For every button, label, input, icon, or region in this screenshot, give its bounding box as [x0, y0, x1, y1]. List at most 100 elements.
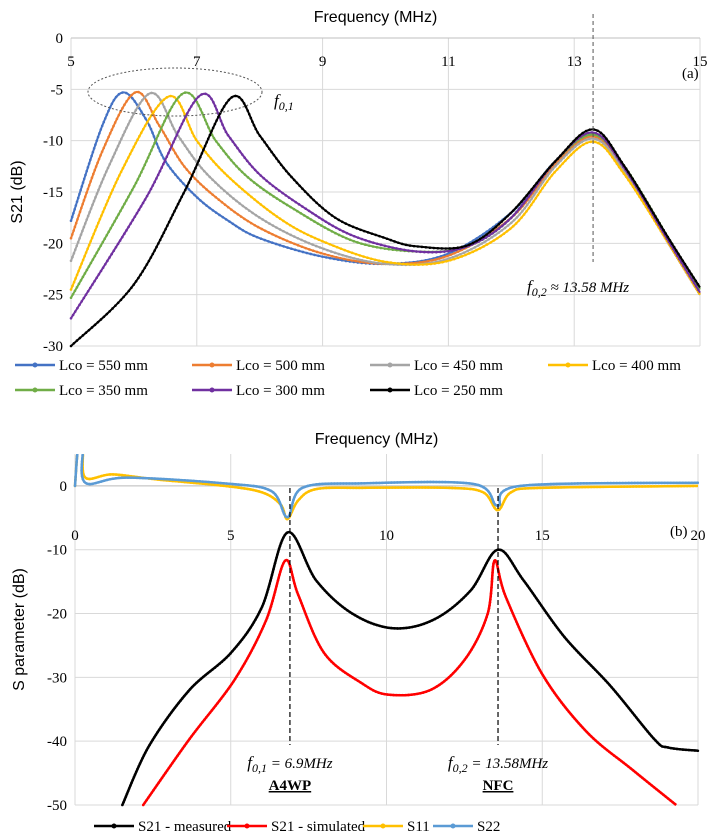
legend-label: S11: [407, 819, 430, 835]
series-marker: [81, 258, 85, 262]
series-marker: [425, 621, 429, 625]
series-marker: [361, 618, 365, 621]
series-marker: [260, 491, 264, 494]
series-marker: [154, 117, 157, 120]
series-marker: [149, 187, 153, 191]
series-marker: [262, 188, 265, 191]
series-marker: [246, 484, 249, 487]
series-marker: [576, 482, 580, 485]
series-marker: [696, 481, 700, 485]
series-marker: [275, 585, 278, 588]
series-marker: [226, 205, 230, 209]
series-marker: [546, 614, 550, 617]
series-marker: [145, 120, 149, 124]
series-marker: [269, 489, 273, 493]
series-marker: [453, 486, 457, 490]
series-marker: [104, 143, 107, 146]
series-marker: [482, 566, 486, 570]
series-marker: [520, 200, 523, 203]
x-tick-label: 20: [691, 528, 706, 544]
series-marker: [347, 250, 350, 253]
series-marker: [589, 664, 593, 667]
series-marker: [84, 331, 88, 335]
series-marker: [662, 793, 665, 797]
series-marker: [81, 229, 84, 233]
series-marker: [337, 252, 341, 256]
series-marker: [577, 485, 581, 489]
series-marker: [180, 478, 184, 482]
series-marker: [293, 505, 296, 508]
series-marker: [477, 635, 480, 638]
series-marker: [346, 673, 350, 676]
series-marker: [523, 487, 527, 490]
series-marker: [550, 174, 554, 177]
series-marker: [438, 486, 442, 489]
series-marker: [688, 274, 692, 278]
series-marker: [405, 480, 408, 484]
series-marker: [233, 143, 237, 147]
series-marker: [220, 660, 224, 664]
series-marker: [292, 579, 295, 582]
series-marker: [162, 131, 165, 134]
series-marker: [232, 197, 235, 200]
series-marker: [320, 648, 324, 652]
series-marker: [203, 118, 207, 122]
series-marker: [306, 193, 310, 196]
series-marker: [503, 226, 507, 230]
series-marker: [358, 616, 362, 620]
series-marker: [399, 247, 402, 251]
series-marker: [525, 484, 529, 487]
series-marker: [134, 108, 138, 112]
y-tick-label: 0: [56, 31, 64, 47]
series-marker: [610, 752, 614, 756]
series-marker: [125, 229, 128, 232]
series-marker: [510, 486, 514, 489]
series-marker: [157, 242, 160, 245]
series-marker: [327, 211, 331, 215]
series-marker: [105, 113, 109, 116]
series-marker: [433, 262, 437, 265]
series-marker: [687, 481, 691, 485]
series-marker: [503, 217, 507, 221]
series-marker: [155, 120, 159, 124]
series-marker: [291, 198, 294, 202]
series-marker: [522, 484, 526, 487]
series-marker: [366, 231, 370, 234]
series-marker: [182, 694, 186, 698]
series-marker: [293, 584, 297, 588]
series-marker: [78, 443, 81, 446]
series-marker: [532, 193, 536, 197]
series-marker: [662, 228, 665, 232]
series-marker: [375, 481, 378, 485]
series-marker: [497, 222, 501, 226]
series-marker: [211, 668, 214, 671]
series-marker: [339, 667, 342, 671]
series-marker: [222, 126, 226, 130]
y-axis-label: S21 (dB): [9, 160, 26, 223]
series-marker: [138, 762, 142, 765]
series-marker: [111, 307, 114, 310]
series-marker: [486, 489, 490, 493]
series-marker: [587, 662, 591, 665]
series-marker: [213, 666, 217, 669]
series-marker: [85, 268, 89, 272]
series-marker: [225, 656, 228, 660]
series-marker: [251, 211, 254, 215]
series-marker: [360, 486, 364, 490]
series-marker: [390, 626, 393, 630]
series-marker: [259, 237, 263, 240]
series-marker: [322, 650, 325, 654]
series-marker: [218, 662, 221, 666]
series-marker: [139, 759, 143, 763]
series-marker: [276, 579, 280, 582]
series-marker: [569, 712, 573, 716]
series-marker: [363, 486, 367, 490]
y-tick-label: -40: [47, 734, 67, 750]
legend-label: Lco = 450 mm: [414, 358, 503, 374]
series-marker: [483, 621, 486, 624]
series-marker: [693, 481, 697, 485]
series-marker: [385, 237, 389, 241]
series-marker: [171, 761, 174, 765]
series-marker: [130, 115, 134, 119]
series-marker: [676, 484, 680, 488]
